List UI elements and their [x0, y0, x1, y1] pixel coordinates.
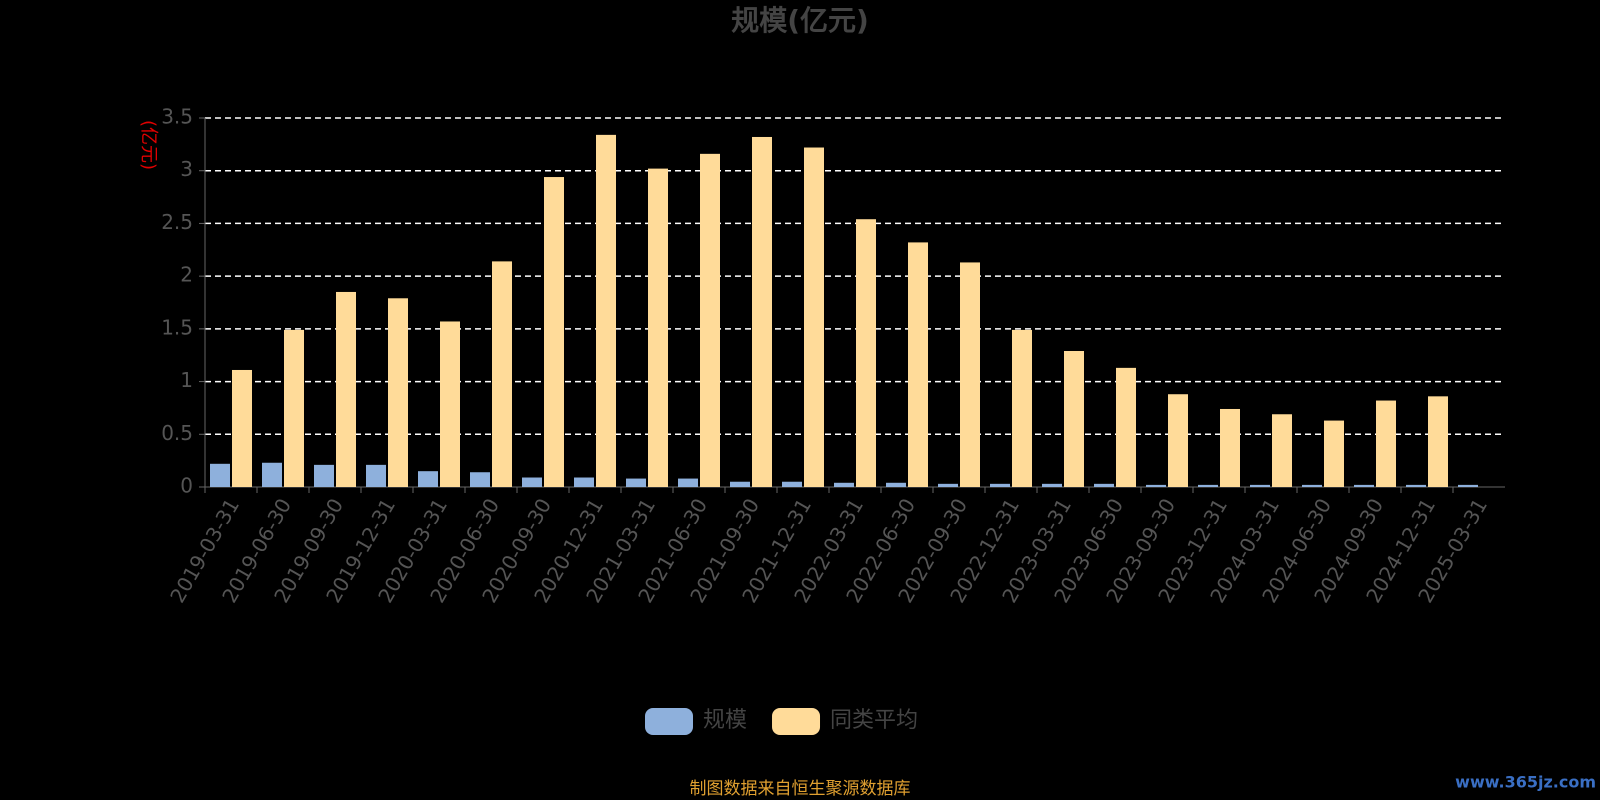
legend-label: 同类平均 [830, 708, 918, 733]
bar [908, 242, 928, 487]
y-tick-label: 3 [180, 157, 193, 181]
bar [1146, 484, 1166, 487]
bar [544, 177, 564, 488]
bar [1458, 484, 1478, 487]
bar [678, 478, 698, 487]
bar [1376, 400, 1396, 487]
bar [574, 477, 594, 487]
y-tick-label: 2 [180, 263, 193, 287]
bar [730, 481, 750, 487]
bar [1094, 483, 1114, 487]
bar [626, 478, 646, 487]
bar [886, 482, 906, 487]
bar [938, 483, 958, 487]
bar [648, 168, 668, 487]
bar [1220, 408, 1240, 487]
bar [1168, 394, 1188, 487]
bar [492, 261, 512, 487]
y-tick-label: 0 [180, 474, 193, 498]
bar [1250, 484, 1270, 487]
bar [232, 369, 252, 487]
legend-swatch [772, 708, 821, 735]
bar [1064, 350, 1084, 487]
y-tick-label: 0.5 [161, 421, 193, 445]
bar [336, 291, 356, 487]
bar [522, 477, 542, 487]
y-tick-label: 1.5 [161, 315, 193, 339]
bar [990, 483, 1010, 487]
bar [804, 147, 824, 487]
bar [366, 464, 386, 487]
bar [210, 463, 230, 487]
bar [1012, 329, 1032, 487]
bar [1302, 484, 1322, 487]
bar [314, 464, 334, 487]
bar [388, 298, 408, 487]
bar [470, 472, 490, 487]
bar [1198, 484, 1218, 487]
bar [752, 136, 772, 487]
legend-label: 规模 [703, 708, 747, 733]
source-note: 制图数据来自恒生聚源数据库 [690, 779, 911, 799]
bar [1272, 414, 1292, 487]
bar [284, 329, 304, 487]
bar [1324, 420, 1344, 487]
bar [596, 134, 616, 487]
bar [1116, 367, 1136, 487]
y-tick-label: 2.5 [161, 210, 193, 234]
bar [700, 153, 720, 488]
bar [1042, 483, 1062, 487]
bar [1354, 484, 1374, 487]
bar [856, 219, 876, 487]
bar [782, 481, 802, 487]
bar [1428, 396, 1448, 487]
bar [834, 482, 854, 487]
bar [418, 471, 438, 487]
y-tick-label: 3.5 [161, 105, 193, 129]
bar [1406, 484, 1426, 487]
bar [440, 321, 460, 487]
y-axis-label: (亿元) [138, 120, 159, 170]
legend-swatch [645, 708, 693, 735]
chart-title: 规模(亿元) [731, 4, 869, 37]
bar [262, 462, 282, 487]
watermark: www.365jz.com [1455, 773, 1596, 792]
y-tick-label: 1 [180, 368, 193, 392]
bar [960, 262, 980, 487]
